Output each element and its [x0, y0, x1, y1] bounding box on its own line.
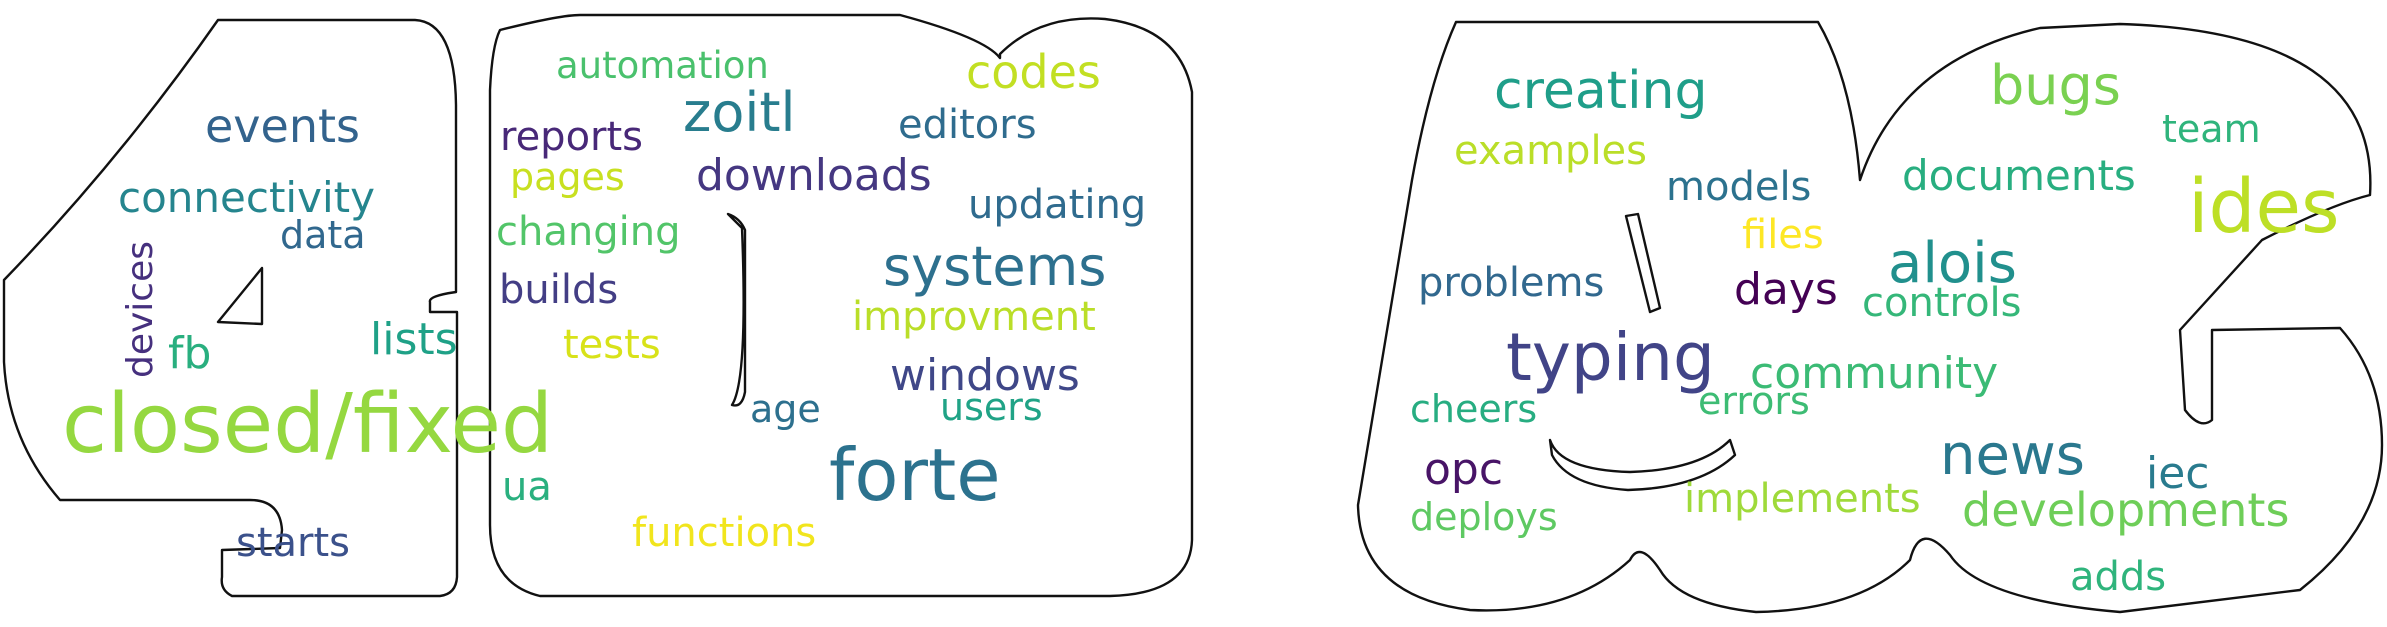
word-users: users — [940, 385, 1043, 429]
word-events: events — [205, 99, 360, 153]
word-typing: typing — [1506, 319, 1715, 396]
word-documents: documents — [1902, 151, 2136, 200]
word-changing: changing — [496, 209, 680, 255]
word-windows: windows — [890, 350, 1080, 401]
word-alois: alois — [1888, 231, 2017, 296]
word-creating: creating — [1494, 61, 1707, 121]
cloud-4d-words: closed/fixed forte zoitl systems events … — [62, 44, 1146, 566]
word-age: age — [750, 387, 821, 431]
word-reports: reports — [500, 114, 643, 160]
word-iec: iec — [2146, 448, 2210, 499]
word-implements: implements — [1684, 476, 1921, 522]
word-examples: examples — [1454, 128, 1647, 174]
word-data: data — [280, 213, 366, 257]
word-lists: lists — [370, 314, 458, 365]
word-files: files — [1742, 212, 1824, 258]
word-builds: builds — [499, 267, 618, 313]
word-pages: pages — [510, 155, 625, 199]
word-team: team — [2162, 107, 2261, 151]
cloud-4d-outline — [2, 13, 1194, 598]
word-codes: codes — [966, 45, 1101, 99]
word-controls: controls — [1862, 280, 2022, 326]
word-fb: fb — [168, 328, 211, 379]
word-starts: starts — [236, 520, 350, 566]
word-ides: ides — [2188, 164, 2340, 250]
word-downloads: downloads — [696, 150, 932, 201]
word-improvment: improvment — [852, 294, 1096, 340]
word-automation: automation — [556, 44, 769, 87]
word-systems: systems — [883, 235, 1106, 298]
word-updating: updating — [968, 182, 1146, 228]
word-devices: devices — [120, 241, 161, 378]
word-closed-fixed: closed/fixed — [62, 377, 553, 472]
word-opc: opc — [1424, 444, 1503, 495]
cloud-ide-outline — [1356, 20, 2384, 614]
word-ua: ua — [502, 464, 552, 510]
word-forte: forte — [829, 433, 1001, 517]
word-tests: tests — [563, 322, 661, 368]
word-adds: adds — [2070, 554, 2166, 600]
word-deploys: deploys — [1410, 495, 1558, 539]
word-editors: editors — [898, 102, 1037, 148]
word-functions: functions — [632, 510, 816, 556]
word-zoitl: zoitl — [683, 81, 796, 144]
word-news: news — [1940, 423, 2085, 488]
word-days: days — [1734, 264, 1838, 315]
word-community: community — [1750, 348, 1998, 399]
cloud-ide-words: typing ides creating bugs alois news dev… — [1410, 54, 2340, 600]
word-errors: errors — [1698, 379, 1810, 423]
word-cheers: cheers — [1410, 387, 1537, 431]
word-developments: developments — [1962, 483, 2289, 537]
word-problems: problems — [1418, 260, 1604, 306]
word-bugs: bugs — [1990, 54, 2121, 117]
word-models: models — [1666, 164, 1811, 210]
word-connectivity: connectivity — [118, 173, 375, 222]
